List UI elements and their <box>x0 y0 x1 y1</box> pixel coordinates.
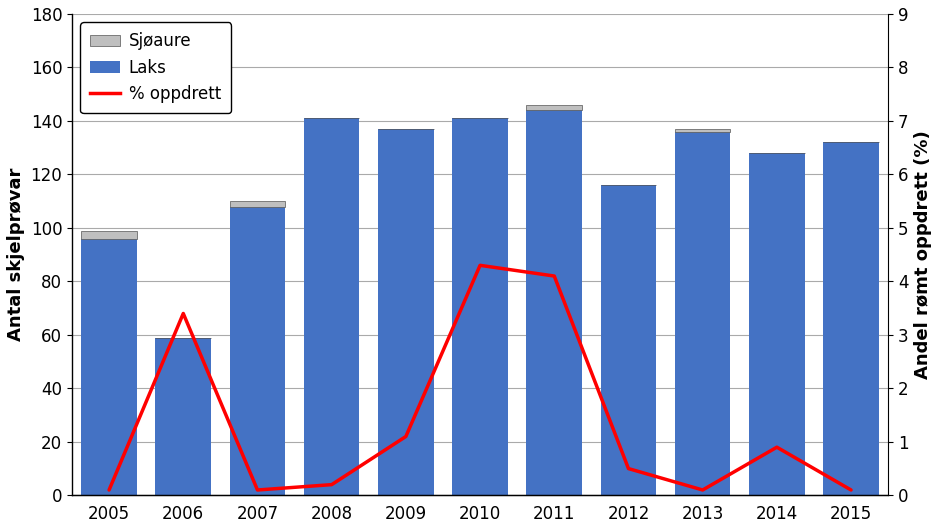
Bar <box>82 238 137 496</box>
Legend: Sjøaure, Laks, % oppdrett: Sjøaure, Laks, % oppdrett <box>81 22 231 113</box>
Bar <box>824 143 879 496</box>
Bar <box>453 118 508 496</box>
Bar <box>378 129 434 496</box>
Bar <box>527 105 582 110</box>
Bar <box>675 129 731 131</box>
Y-axis label: Andel rømt oppdrett (%): Andel rømt oppdrett (%) <box>914 130 932 379</box>
Bar <box>749 153 805 496</box>
Bar <box>156 338 211 496</box>
Bar <box>82 231 137 239</box>
Bar <box>675 131 731 496</box>
Bar <box>304 118 360 496</box>
Bar <box>601 185 656 496</box>
Y-axis label: Antal skjelprøvar: Antal skjelprøvar <box>7 168 25 341</box>
Bar <box>527 110 582 496</box>
Bar <box>230 201 285 207</box>
Bar <box>230 207 285 496</box>
